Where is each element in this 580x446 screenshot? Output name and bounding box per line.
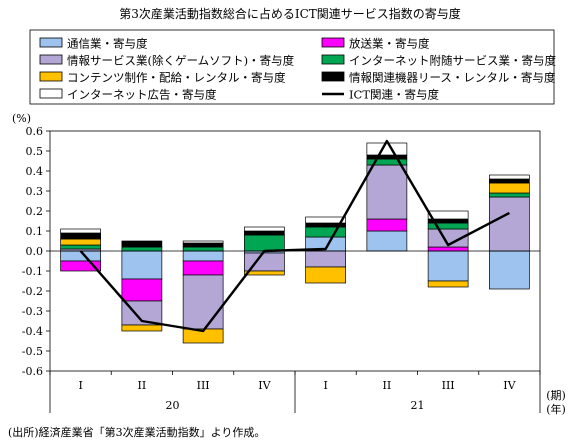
- bar-segment: [366, 142, 408, 156]
- legend-label: 情報サービス業(除くゲームソフト)・寄与度: [67, 54, 295, 68]
- x-axis-unit-quarter: (期): [546, 389, 566, 402]
- bar-segment: [489, 192, 530, 198]
- y-tick-label: -0.4: [22, 325, 43, 338]
- bar-segment: [427, 222, 469, 230]
- bar-segment: [244, 226, 285, 232]
- bar-segment: [305, 250, 346, 268]
- bar-segment: [121, 246, 163, 252]
- legend-label: 放送業・寄与度: [349, 37, 430, 51]
- x-tick-label: III: [442, 379, 455, 392]
- y-tick-label: -0.2: [22, 285, 43, 298]
- bar-segment: [182, 240, 224, 244]
- bar-segment: [366, 230, 408, 252]
- x-axis-unit-year: (年): [546, 402, 566, 416]
- bar-segment: [427, 210, 469, 220]
- y-tick-label: -0.6: [22, 365, 43, 378]
- legend-label: 通信業・寄与度: [67, 37, 148, 51]
- plot-area: 0.6 0.5 0.4 0.3 0.2 0.1 0.0 -0.1 -0.2 -0.3 -0.4 -0.…: [22, 125, 541, 413]
- x-tick-label: IV: [258, 379, 271, 392]
- bar-segment: [60, 238, 101, 246]
- bar-segment: [489, 182, 530, 194]
- x-tick-label: I: [78, 379, 82, 392]
- chart-title: 第3次産業活動指数総合に占めるICT関連サービス指数の寄与度: [119, 6, 461, 21]
- bar-segment: [182, 242, 224, 248]
- y-tick-label: 0.5: [26, 145, 44, 158]
- legend-swatch: [321, 37, 345, 48]
- bar-segment: [244, 234, 285, 252]
- bar-segment: [489, 250, 530, 290]
- y-axis-unit: (%): [12, 112, 31, 125]
- legend-item: インターネット附随サービス業・寄与度: [321, 54, 556, 68]
- bar-segment: [427, 250, 469, 282]
- bar-segment: [427, 280, 469, 288]
- legend-swatch: [39, 37, 63, 48]
- bar-segment: [489, 178, 530, 184]
- legend-item: 放送業・寄与度: [321, 37, 430, 51]
- bar-segment: [60, 260, 101, 272]
- source-note: (出所)経済産業省「第3次産業活動指数」より作成。: [8, 425, 265, 439]
- legend-swatch: [39, 54, 63, 65]
- bar-segment: [121, 250, 163, 280]
- bar-segment: [182, 250, 224, 262]
- bar-segment: [182, 260, 224, 276]
- y-tick-label: 0.0: [26, 245, 44, 258]
- bar-segment: [305, 226, 346, 238]
- bar-segment: [121, 240, 163, 248]
- bar-segment: [121, 324, 163, 332]
- y-tick-label: 0.6: [26, 125, 44, 138]
- legend-item: インターネット広告・寄与度: [39, 88, 217, 102]
- legend-frame: [29, 29, 555, 105]
- x-tick-label: III: [197, 379, 210, 392]
- legend-item: 通信業・寄与度: [39, 37, 148, 51]
- bar-segment: [305, 216, 346, 224]
- y-tick-label: 0.2: [26, 205, 44, 218]
- legend-label: インターネット附随サービス業・寄与度: [349, 54, 556, 68]
- bar-segment: [305, 266, 346, 284]
- legend-swatch: [321, 71, 345, 82]
- bar-segment: [244, 270, 285, 276]
- bar-segment: [60, 232, 101, 240]
- year-label: 20: [166, 399, 180, 412]
- bar-segment: [182, 246, 224, 252]
- ict-line: [79, 139, 510, 333]
- x-tick-label: II: [138, 379, 147, 392]
- legend-swatch: [321, 54, 345, 65]
- year-label: 21: [411, 399, 425, 412]
- legend-swatch: [39, 71, 63, 82]
- legend-label: インターネット広告・寄与度: [67, 88, 217, 102]
- bar-segment: [489, 196, 530, 252]
- legend-item: 情報関連機器リース・レンタル・寄与度: [321, 71, 556, 85]
- bar-segment: [244, 230, 285, 236]
- x-tick-label: IV: [503, 379, 516, 392]
- x-tick-label: I: [323, 379, 327, 392]
- bar-segment: [60, 228, 101, 234]
- bar-segment: [366, 164, 408, 220]
- y-tick-label: 0.4: [26, 165, 44, 178]
- y-tick-label: -0.1: [22, 265, 43, 278]
- bar-segment: [366, 218, 408, 232]
- legend-item: ICT関連・寄与度: [322, 88, 440, 102]
- bar-segment: [366, 154, 408, 160]
- legend-label: 情報関連機器リース・レンタル・寄与度: [349, 71, 556, 85]
- x-tick-label: II: [383, 379, 392, 392]
- y-tick-label: 0.3: [26, 185, 44, 198]
- y-tick-label: -0.3: [22, 305, 43, 318]
- legend-swatch: [39, 88, 63, 99]
- legend-item: コンテンツ制作・配給・レンタル・寄与度: [39, 71, 286, 85]
- bar-segment: [427, 246, 469, 252]
- legend-item: 情報サービス業(除くゲームソフト)・寄与度: [39, 54, 295, 68]
- y-tick-label: 0.1: [26, 225, 44, 238]
- bar-segment: [182, 274, 224, 330]
- legend-label: ICT関連・寄与度: [349, 88, 440, 102]
- bar-segment: [121, 278, 163, 302]
- bar-segment: [489, 174, 530, 180]
- y-tick-label: -0.5: [22, 345, 43, 358]
- bar-segment: [60, 244, 101, 250]
- legend-label: コンテンツ制作・配給・レンタル・寄与度: [67, 71, 286, 85]
